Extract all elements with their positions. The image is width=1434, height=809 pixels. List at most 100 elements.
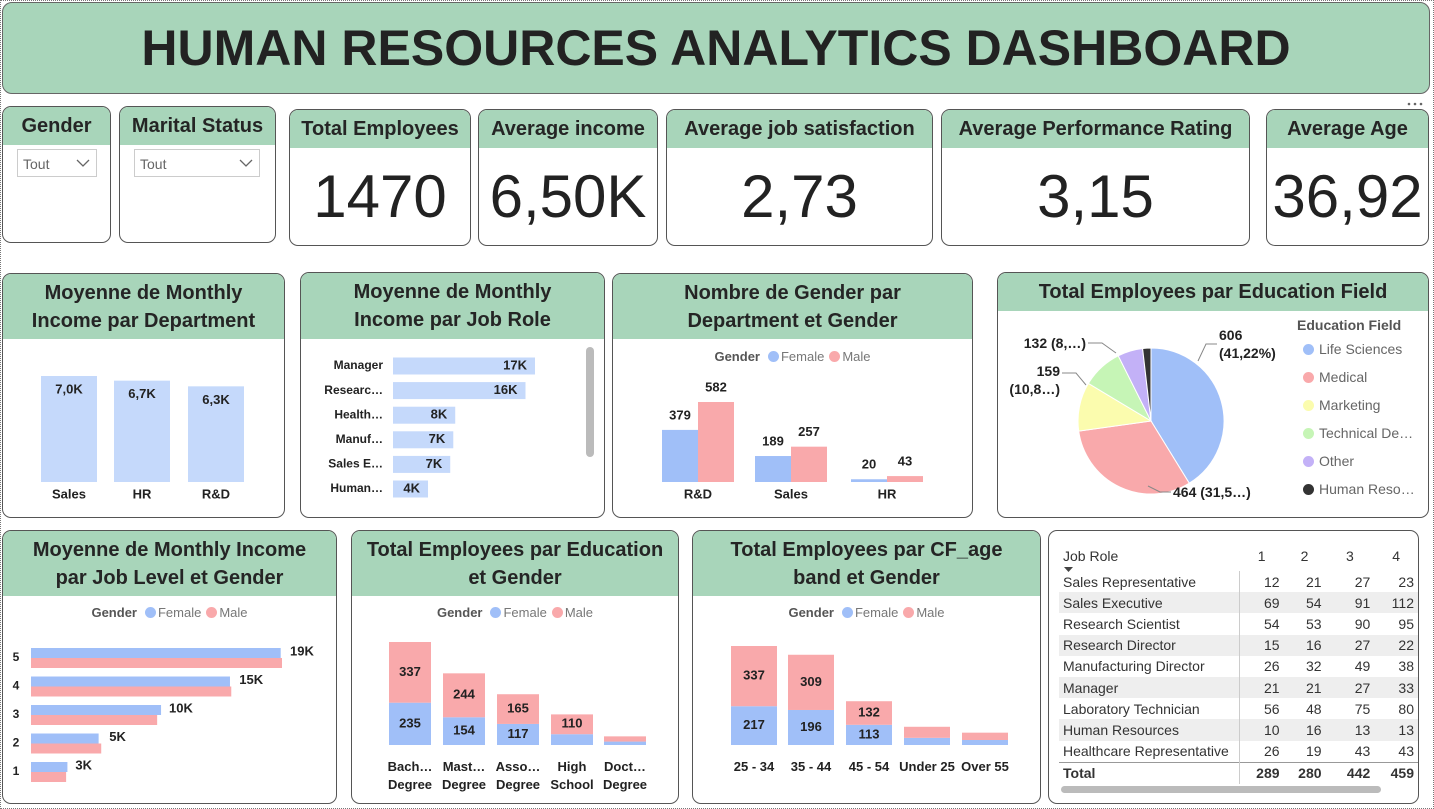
scrollbar[interactable] <box>1061 786 1381 793</box>
scrollbar[interactable] <box>586 347 594 457</box>
table-cell: Laboratory Technician <box>1063 700 1200 717</box>
table-cell: 26 <box>1239 740 1284 763</box>
table-header: Job Role 1 2 3 4 <box>1059 541 1418 571</box>
table-cell: Manager <box>1059 676 1240 699</box>
legend-swatch <box>903 606 915 618</box>
more-options[interactable] <box>1406 100 1426 108</box>
column-header: 3 <box>1346 548 1354 564</box>
legend-item: Medical <box>1303 369 1367 385</box>
category-label: Manuf… <box>336 432 383 446</box>
leader-line <box>1062 372 1087 386</box>
sort-indicator[interactable] <box>1064 567 1073 573</box>
table-cell: 15 <box>1239 634 1284 656</box>
table-row: Research Scientist 54 53 90 95 <box>1059 613 1418 635</box>
value-label: 309 <box>800 674 822 689</box>
chart-card: Total Employees par Education Field 606 (… <box>997 272 1429 518</box>
column-header: Job Role <box>1063 548 1119 564</box>
legend-swatch <box>551 606 563 618</box>
legend-label: Female <box>503 604 547 620</box>
legend-title: Education Field <box>1297 317 1402 333</box>
table-cell: Research Scientist <box>1063 615 1180 632</box>
plot: 7,0K Sales 6,7K HR 6,3K R&D <box>41 376 244 501</box>
category-label: R&D <box>684 486 712 501</box>
column-header: 4 <box>1392 548 1401 564</box>
bar <box>393 382 526 400</box>
category-label: Human… <box>330 481 383 495</box>
category-label: HR <box>133 486 152 501</box>
bar-segment <box>846 701 892 725</box>
legend-swatch <box>144 606 156 618</box>
value-label: 20 <box>862 457 876 472</box>
value-label: 6,3K <box>202 392 230 407</box>
chart-title: Moyenne de Monthly Income par Department <box>3 274 284 339</box>
legend: Gender Female Male <box>613 347 972 365</box>
kpi-card: Total Employees 1470 <box>289 109 471 246</box>
matrix-table: Job Role 1 2 3 4 Sales Representative 12 21 27 23… <box>1059 541 1418 784</box>
bar-segment <box>846 724 892 745</box>
value-label: 379 <box>669 407 691 422</box>
bar-segment <box>551 734 593 745</box>
kpi-label: Average Age <box>1267 110 1428 148</box>
chart-title: Nombre de Gender par Department et Gende… <box>613 274 972 339</box>
table-cell: 91 <box>1325 592 1375 614</box>
bar <box>31 686 232 697</box>
bar-segment <box>604 741 646 745</box>
bar-segment <box>497 694 539 724</box>
value-label: 7,0K <box>55 381 83 396</box>
table-row: Manufacturing Director 26 32 49 38 <box>1059 655 1418 677</box>
category-label: Asso… Degree <box>495 759 541 792</box>
table-cell: Sales Representative <box>1063 573 1197 590</box>
table-cell: 19 <box>1305 743 1322 760</box>
dashboard-title: HUMAN RESOURCES ANALYTICS DASHBOARD <box>2 2 1430 94</box>
chart-card: Total Employees par CF_age band et Gende… <box>692 530 1041 804</box>
kpi-value: 3,15 <box>1037 163 1154 230</box>
table-cell: 459 <box>1374 761 1418 784</box>
category-label: Sales E… <box>328 457 383 471</box>
column-header: 2 <box>1300 548 1309 564</box>
bar <box>41 376 97 482</box>
value-label: 7K <box>429 431 446 446</box>
bar-segment <box>443 673 485 718</box>
table-cell: 95 <box>1398 615 1414 632</box>
bar-segment <box>497 723 539 745</box>
kpi-label: Average job satisfaction <box>667 110 932 148</box>
bar <box>31 733 99 744</box>
legend-label: Other <box>1319 453 1355 469</box>
table-cell: 280 <box>1283 761 1326 784</box>
chart-title: Total Employees par CF_age band et Gende… <box>693 531 1040 596</box>
bar <box>851 479 887 482</box>
bar-segment <box>443 717 485 745</box>
bar <box>698 402 734 482</box>
value-label: 16K <box>494 382 518 397</box>
bar <box>887 476 923 482</box>
bar-segment <box>551 714 593 735</box>
legend-swatch <box>1303 399 1314 411</box>
chart-title: Total Employees par Education Field <box>998 273 1428 311</box>
legend-label: Technical De… <box>1319 425 1414 441</box>
legend-title: Gender <box>714 348 760 364</box>
table-row: Sales Executive 69 54 91 112 <box>1059 592 1418 614</box>
bar <box>662 429 698 482</box>
bar-segment <box>604 736 646 742</box>
leader-line <box>1147 485 1171 493</box>
category-label: 45 - 54 <box>848 759 890 774</box>
kpi-value: 6,50K <box>489 163 647 230</box>
bar-segment <box>389 702 431 745</box>
table-cell: 56 <box>1239 698 1284 720</box>
value-label: 8K <box>431 407 448 422</box>
value-label: 19K <box>290 643 314 658</box>
value-label: 113 <box>859 726 880 741</box>
table-cell: 33 <box>1374 676 1418 699</box>
value-label: 196 <box>800 719 822 734</box>
category-label: 25 - 34 <box>733 759 775 774</box>
legend-item: Life Sciences <box>1303 341 1402 357</box>
value-label: 15K <box>239 672 263 687</box>
category-label: 1 <box>13 764 20 778</box>
table-row: Healthcare Representative 26 19 43 43 <box>1059 740 1418 763</box>
bar <box>755 456 791 482</box>
dropdown[interactable]: Tout <box>134 149 260 177</box>
table-row: Total 289 280 442 459 <box>1059 761 1418 784</box>
value-label: 7K <box>426 456 443 471</box>
dropdown[interactable]: Tout <box>17 149 97 177</box>
